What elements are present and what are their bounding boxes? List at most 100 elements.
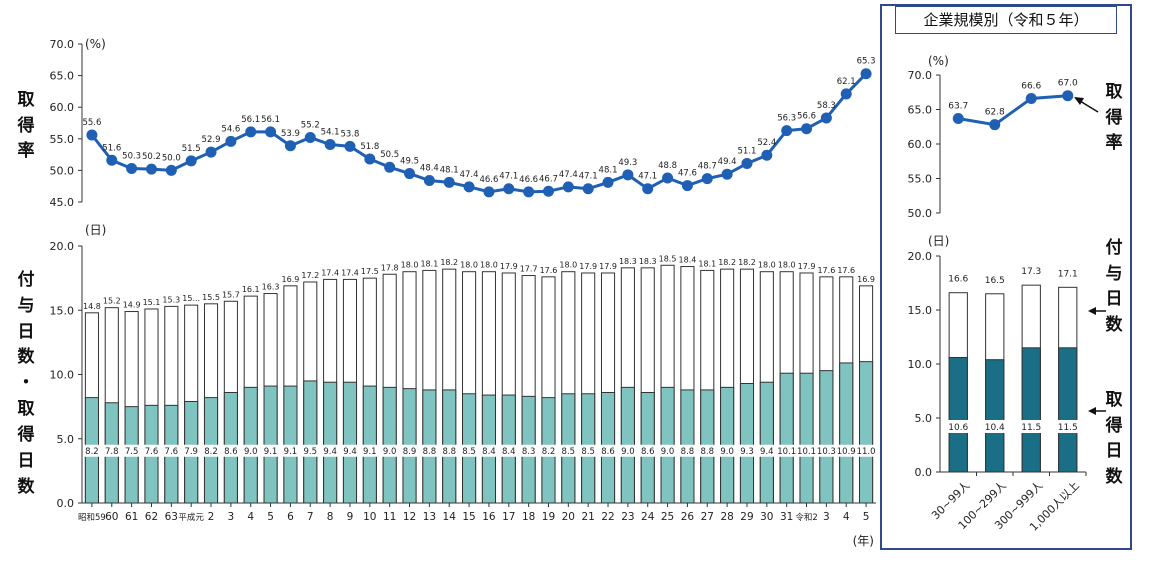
- taken-days-bar: [323, 381, 338, 504]
- inset-rate-y-tick-label: 65.0: [908, 104, 933, 117]
- taken-data-label: 10.1: [797, 447, 816, 457]
- granted-data-label: 15.3: [162, 295, 180, 304]
- rate-point: [820, 112, 832, 124]
- granted-data-label: 18.4: [679, 256, 697, 265]
- taken-data-label: 10.1: [777, 447, 796, 457]
- inset-rate-data-label: 63.7: [948, 101, 968, 111]
- taken-label-bg: [281, 444, 300, 457]
- x-tick-label: 63: [165, 511, 178, 523]
- x-tick-label: 11: [383, 511, 396, 523]
- x-tick-label: 15: [462, 511, 475, 523]
- taken-days-bar: [779, 372, 794, 504]
- x-tick-label: 平成元: [178, 512, 204, 523]
- taken-data-label: 9.0: [244, 447, 258, 457]
- taken-label-bg: [678, 444, 697, 457]
- taken-label-bg: [599, 444, 617, 457]
- rate-point: [463, 181, 475, 193]
- rate-data-label: 56.1: [241, 115, 260, 125]
- granted-data-label: 18.0: [401, 261, 419, 270]
- taken-days-bar: [739, 382, 755, 504]
- rate-data-label: 46.6: [519, 175, 538, 185]
- days-y-tick-label: 0.0: [57, 497, 75, 510]
- inset-granted-data-label: 17.3: [1021, 267, 1041, 277]
- inset-granted-title: 付 与 日 数: [1104, 236, 1124, 338]
- taken-data-label: 8.3: [522, 447, 536, 457]
- taken-data-label: 9.1: [264, 447, 278, 457]
- x-tick-label: 25: [661, 511, 674, 523]
- rate-data-label: 55.6: [82, 118, 101, 128]
- inset-taken-data-label: 10.6: [948, 423, 968, 433]
- taken-data-label: 11.0: [857, 447, 876, 457]
- x-tick-label: 61: [125, 511, 138, 523]
- rate-point: [681, 180, 693, 192]
- granted-data-label: 18.0: [480, 261, 498, 270]
- x-tick-label: 5: [267, 511, 274, 523]
- inset-taken-title: 取 得 日 数: [1104, 388, 1124, 490]
- x-tick-label: 23: [621, 511, 634, 523]
- inset-taken-days-bar: [985, 359, 1005, 473]
- rate-data-label: 51.5: [182, 144, 201, 154]
- inset-rate-data-label: 62.8: [985, 108, 1005, 118]
- rate-point: [741, 157, 753, 169]
- rate-y-tick-label: 50.0: [50, 164, 75, 177]
- inset-rate-title-char: 取: [1105, 82, 1123, 102]
- inset-taken-days-bar: [948, 357, 968, 473]
- taken-label-bg: [341, 444, 359, 457]
- granted-data-label: 18.0: [460, 261, 478, 270]
- x-tick-label: 27: [701, 511, 714, 523]
- rate-data-label: 47.1: [499, 172, 518, 182]
- granted-data-label: 16.3: [262, 283, 280, 292]
- granted-data-label: 18.5: [659, 254, 677, 263]
- taken-label-bg: [202, 444, 220, 457]
- taken-data-label: 9.1: [284, 447, 298, 457]
- inset-taken-label-bg: [947, 420, 970, 433]
- granted-data-label: 17.2: [301, 271, 319, 280]
- rate-y-tick-label: 55.0: [50, 133, 75, 146]
- days-axis-title: 付 与 日 数 ・ 取 得 日 数: [16, 268, 36, 500]
- taken-data-label: 7.6: [145, 447, 159, 457]
- granted-data-label: 17.9: [798, 262, 816, 271]
- rate-point: [324, 138, 336, 150]
- taken-label-bg: [658, 444, 677, 457]
- x-tick-label: 令和2: [795, 512, 817, 523]
- inset-rate-data-label: 67.0: [1058, 79, 1078, 89]
- x-tick-label: 3: [823, 511, 830, 523]
- inset-days-y-tick-label: 10.0: [908, 358, 933, 371]
- granted-data-label: 17.9: [500, 262, 518, 271]
- taken-label-bg: [817, 444, 836, 457]
- taken-data-label: 9.5: [304, 447, 318, 457]
- taken-days-bar: [303, 380, 318, 504]
- rate-data-label: 56.3: [777, 114, 796, 124]
- days-axis-title-char: 数: [17, 476, 35, 497]
- inset-rate-series-line: [957, 94, 1068, 127]
- taken-label-bg: [83, 444, 101, 457]
- rate-y-tick-label: 45.0: [50, 196, 75, 209]
- inset-rate-y-tick-label: 60.0: [908, 138, 933, 151]
- taken-data-label: 7.5: [125, 447, 139, 457]
- rate-point: [840, 88, 852, 100]
- inset-taken-days-bar: [1058, 347, 1078, 473]
- rate-data-label: 46.6: [479, 175, 498, 185]
- rate-point: [86, 129, 98, 141]
- granted-data-label: 18.3: [639, 257, 657, 266]
- rate-data-label: 48.1: [440, 165, 459, 175]
- taken-days-bar: [819, 370, 834, 504]
- taken-label-bg: [837, 444, 856, 457]
- inset-days-y-tick-label: 0.0: [915, 466, 933, 479]
- taken-days-bar: [799, 372, 814, 504]
- inset-taken-data-label: 10.4: [985, 423, 1005, 433]
- x-tick-label: 28: [720, 511, 733, 523]
- granted-data-label: 15...: [182, 294, 200, 303]
- granted-data-label: 14.9: [123, 301, 141, 310]
- rate-point: [106, 154, 118, 166]
- rate-point: [801, 123, 813, 135]
- granted-data-label: 15.7: [222, 290, 240, 299]
- rate-point: [265, 126, 277, 138]
- taken-label-bg: [757, 444, 776, 457]
- x-tick-label: 19: [542, 511, 555, 523]
- taken-data-label: 8.9: [403, 447, 417, 457]
- rate-point: [205, 146, 217, 158]
- rate-point: [701, 173, 713, 185]
- x-tick-label: 29: [740, 511, 753, 523]
- taken-data-label: 8.2: [542, 447, 556, 457]
